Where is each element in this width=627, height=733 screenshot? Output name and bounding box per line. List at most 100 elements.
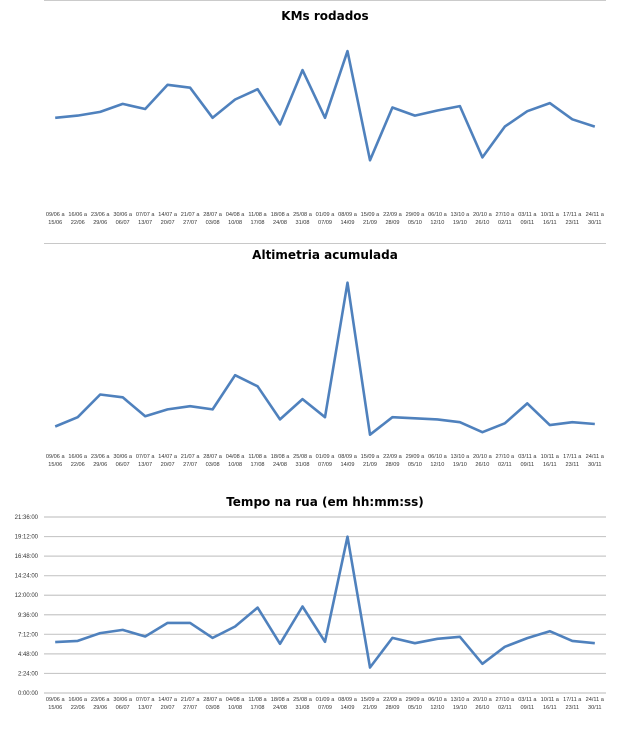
x-tick-label: 14/07 a 20/07: [158, 454, 178, 468]
x-tick-label: 15/09 a 21/09: [361, 697, 381, 711]
x-tick-label: 17/11 a 23/11: [563, 697, 582, 711]
x-tick-label: 23/06 a 29/06: [91, 697, 111, 711]
y-tick-label: 4:48:00: [18, 652, 39, 658]
x-tick-label: 08/09 a 14/09: [338, 697, 358, 711]
x-tick-label: 22/09 a 28/09: [383, 212, 403, 226]
x-tick-label: 20/10 a 26/10: [473, 454, 493, 468]
x-tick-label: 13/10 a 19/10: [451, 697, 471, 711]
x-tick-label: 11/08 a 17/08: [248, 212, 267, 226]
x-tick-label: 22/09 a 28/09: [383, 454, 403, 468]
y-tick-label: 500: [28, 243, 39, 245]
chart-tempo-na-rua: Tempo na rua (em hh:mm:ss) 0:00:00 2:24:00…: [15, 495, 606, 711]
x-tick-label: 15/09 a 21/09: [361, 454, 381, 468]
x-tick-label: 21/07 a 27/07: [181, 212, 201, 226]
x-tick-label: 21/07 a 27/07: [181, 697, 201, 711]
y-tick-label: 100.00: [20, 0, 39, 2]
y-tick-label: 40.00: [23, 0, 39, 2]
x-tick-label: 29/09 a 05/10: [406, 454, 426, 468]
x-tick-label: 08/09 a 14/09: [338, 212, 358, 226]
x-tick-label: 07/07 a 13/07: [136, 697, 156, 711]
y-tick-label: 21:36:00: [15, 515, 39, 521]
y-tick-label: 120.00: [20, 0, 39, 2]
y-tick-label: 5000: [25, 243, 39, 245]
x-tick-label: 18/08 a 24/08: [271, 212, 291, 226]
x-tick-label: 03/11 a 09/11: [518, 212, 537, 226]
x-tick-label: 06/10 a 12/10: [428, 697, 448, 711]
y-tick-label: 80.00: [23, 0, 39, 2]
y-tick-label: 16:48:00: [15, 554, 39, 560]
x-tick-label: 10/11 a 16/11: [541, 212, 560, 226]
x-tick-label: 27/10 a 02/11: [496, 212, 516, 226]
x-tick-label: 22/09 a 28/09: [383, 697, 403, 711]
x-tick-label: 13/10 a 19/10: [451, 212, 471, 226]
x-tick-label: 16/06 a 22/06: [68, 697, 88, 711]
x-tick-label: 18/08 a 24/08: [271, 454, 291, 468]
chart-kms-rodados: KMs rodados 0.0020.0040.0060.0080.00100.0…: [20, 0, 606, 226]
x-tick-label: 25/08 a 31/08: [293, 454, 313, 468]
y-tick-label: 2000: [25, 243, 39, 245]
x-tick-label: 24/11 a 30/11: [586, 212, 605, 226]
x-tick-label: 06/10 a 12/10: [428, 454, 448, 468]
y-tick-label: 1000: [25, 243, 39, 245]
x-tick-label: 03/11 a 09/11: [518, 454, 537, 468]
y-tick-label: 4000: [25, 243, 39, 245]
y-tick-label: 20.00: [23, 0, 39, 2]
x-tick-label: 07/07 a 13/07: [136, 212, 156, 226]
y-tick-label: 60.00: [23, 0, 39, 2]
x-tick-label: 30/06 a 06/07: [113, 697, 133, 711]
y-tick-label: 2500: [25, 243, 39, 245]
x-tick-label: 07/07 a 13/07: [136, 454, 156, 468]
x-tick-label: 01/09 a 07/09: [316, 454, 336, 468]
y-tick-label: 3000: [25, 243, 39, 245]
y-tick-label: 12:00:00: [15, 593, 39, 599]
x-tick-label: 01/09 a 07/09: [316, 697, 336, 711]
x-tick-label: 01/09 a 07/09: [316, 212, 336, 226]
x-tick-label: 21/07 a 27/07: [181, 454, 201, 468]
y-tick-label: 1500: [25, 243, 39, 245]
x-tick-label: 28/07 a 03/08: [203, 212, 223, 226]
y-tick-label: 3500: [25, 243, 39, 245]
y-tick-label: 9:36:00: [18, 613, 39, 619]
x-tick-label: 24/11 a 30/11: [586, 697, 605, 711]
x-tick-label: 15/09 a 21/09: [361, 212, 381, 226]
y-tick-label: 7:12:00: [18, 632, 39, 638]
x-tick-label: 06/10 a 12/10: [428, 212, 448, 226]
x-tick-label: 08/09 a 14/09: [338, 454, 358, 468]
chart-title: Tempo na rua (em hh:mm:ss): [226, 495, 424, 509]
x-tick-label: 29/09 a 05/10: [406, 212, 426, 226]
x-tick-label: 09/06 a 15/06: [46, 212, 66, 226]
x-tick-label: 13/10 a 19/10: [451, 454, 471, 468]
x-tick-label: 30/06 a 06/07: [113, 454, 133, 468]
x-tick-label: 23/06 a 29/06: [91, 454, 111, 468]
series-line: [54, 281, 595, 436]
y-tick-label: 2:24:00: [18, 671, 39, 677]
y-tick-label: 14:24:00: [15, 574, 39, 580]
x-tick-label: 28/07 a 03/08: [203, 697, 223, 711]
x-tick-label: 24/11 a 30/11: [586, 454, 605, 468]
series-line: [55, 49, 596, 162]
x-tick-label: 11/08 a 17/08: [248, 697, 267, 711]
y-tick-label: 19:12:00: [15, 535, 39, 541]
x-tick-label: 14/07 a 20/07: [158, 697, 178, 711]
y-tick-label: 4500: [25, 243, 39, 245]
chart-title: KMs rodados: [281, 9, 368, 23]
x-tick-label: 11/08 a 17/08: [248, 454, 267, 468]
x-tick-label: 27/10 a 02/11: [496, 454, 516, 468]
x-tick-label: 09/06 a 15/06: [46, 697, 66, 711]
x-tick-label: 30/06 a 06/07: [113, 212, 133, 226]
x-tick-label: 27/10 a 02/11: [496, 697, 516, 711]
x-tick-label: 18/08 a 24/08: [271, 697, 291, 711]
x-tick-label: 10/11 a 16/11: [541, 454, 560, 468]
x-tick-label: 25/08 a 31/08: [293, 697, 313, 711]
y-tick-label: 0.00: [26, 0, 38, 2]
x-tick-label: 17/11 a 23/11: [563, 454, 582, 468]
chart-title: Altimetria acumulada: [252, 248, 398, 262]
x-tick-label: 14/07 a 20/07: [158, 212, 178, 226]
chart-altimetria-acumulada: Altimetria acumulada 05001000150020002500…: [25, 243, 606, 468]
x-tick-label: 03/11 a 09/11: [518, 697, 537, 711]
x-tick-label: 04/08 a 10/08: [226, 454, 246, 468]
x-tick-label: 10/11 a 16/11: [541, 697, 560, 711]
x-tick-label: 04/08 a 10/08: [226, 212, 246, 226]
x-tick-label: 29/09 a 05/10: [406, 697, 426, 711]
x-tick-label: 25/08 a 31/08: [293, 212, 313, 226]
